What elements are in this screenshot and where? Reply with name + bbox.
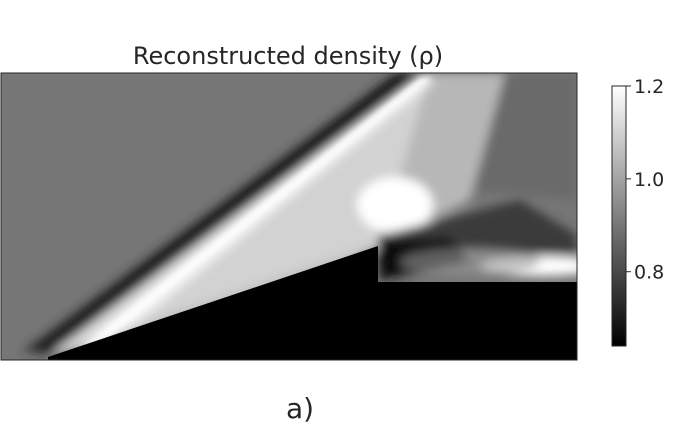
colorbar-tick-label: 1.2 [634, 76, 664, 98]
near-wedge-band [60, 244, 380, 352]
wake-gray-streak [400, 248, 540, 276]
density-field [1, 73, 577, 360]
colorbar: 1.2 1.0 0.8 [611, 76, 664, 347]
pre-shock-dark-core [34, 73, 424, 352]
panel-label: a) [286, 392, 314, 425]
colorbar-ticks: 1.2 1.0 0.8 [626, 76, 664, 284]
chart-title: Reconstructed density (ρ) [133, 42, 443, 70]
solid-body [48, 246, 577, 360]
colorbar-gradient [611, 85, 627, 347]
shock-highlight [80, 78, 432, 348]
plot-frame [0, 72, 578, 361]
colorbar-tick-label: 1.0 [634, 169, 664, 191]
colorbar-tick-label: 0.8 [634, 262, 664, 284]
corner-bright-lobe [357, 177, 433, 233]
